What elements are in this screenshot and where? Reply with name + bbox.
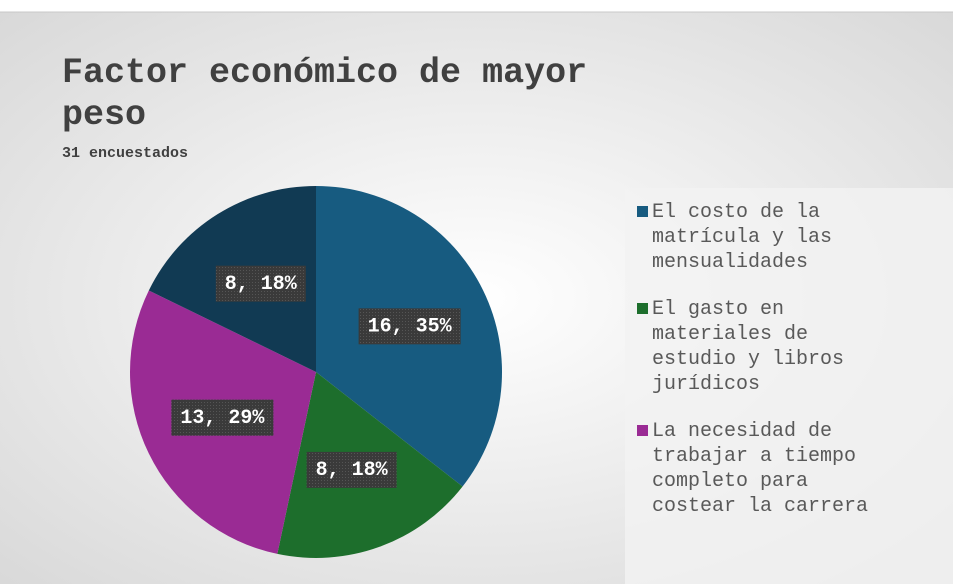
data-label-box	[306, 451, 397, 488]
data-label-box	[171, 399, 274, 436]
legend-swatch	[637, 206, 648, 217]
data-label: 8, 18%	[316, 459, 389, 482]
data-label-box	[358, 308, 461, 345]
legend-label: El gasto en materiales de estudio y libros…	[652, 298, 844, 396]
legend-box	[625, 188, 953, 584]
chart-subtitle: 31 encuestados	[62, 145, 188, 162]
legend-label: El costo de la matrícula y las mensualidad…	[652, 201, 832, 274]
data-label-box	[215, 265, 306, 302]
data-label: 13, 29%	[180, 407, 265, 430]
data-label: 16, 35%	[368, 316, 453, 339]
chart-title: Factor económico de mayor peso	[62, 53, 587, 135]
legend-swatch	[637, 303, 648, 314]
legend-label: La necesidad de trabajar a tiempo completo…	[652, 420, 868, 518]
legend-swatch	[637, 425, 648, 436]
data-label: 8, 18%	[225, 273, 298, 296]
